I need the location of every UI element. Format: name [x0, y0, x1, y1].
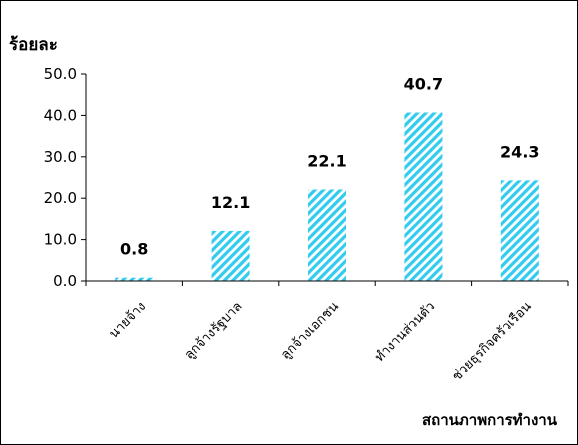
bar-value-label: 12.1 — [211, 193, 250, 212]
y-axis-ticks: 0.0 10.0 20.0 30.0 40.0 50.0 — [44, 65, 86, 290]
bar-value-label: 24.3 — [500, 142, 539, 161]
y-tick-label: 0.0 — [53, 272, 77, 290]
bar — [211, 230, 250, 281]
y-tick-label: 40.0 — [44, 106, 77, 124]
y-tick-label: 50.0 — [44, 65, 77, 83]
x-axis-ticks: นายจ้าง ลูกจ้างรัฐบาล ลูกจ้างเอกชน ทำงานส่ว… — [85, 281, 569, 384]
x-tick-label: ลูกจ้างเอกชน — [278, 299, 342, 363]
y-tick-label: 20.0 — [44, 189, 77, 207]
bar-value-label: 0.8 — [120, 240, 148, 259]
x-axis-title: สถานภาพการทำงาน — [422, 411, 558, 429]
bar — [404, 112, 443, 281]
bar-value-label: 22.1 — [307, 152, 346, 171]
bar-value-label: 40.7 — [404, 75, 443, 94]
bar — [308, 189, 346, 281]
x-tick-label: ลูกจ้างรัฐบาล — [182, 299, 245, 362]
y-tick-label: 30.0 — [44, 148, 77, 166]
bars — [115, 112, 539, 281]
x-tick-label: นายจ้าง — [107, 299, 149, 341]
x-tick-label: ทำงานส่วนตัว — [372, 299, 438, 365]
y-tick-label: 10.0 — [44, 231, 77, 249]
bar — [500, 180, 539, 281]
value-labels: 0.8 12.1 22.1 40.7 24.3 — [120, 75, 540, 259]
y-axis-title: ร้อยละ — [9, 35, 58, 55]
x-tick-label: ช่วยธุรกิจครัวเรือน — [449, 298, 535, 384]
bar — [115, 277, 154, 281]
